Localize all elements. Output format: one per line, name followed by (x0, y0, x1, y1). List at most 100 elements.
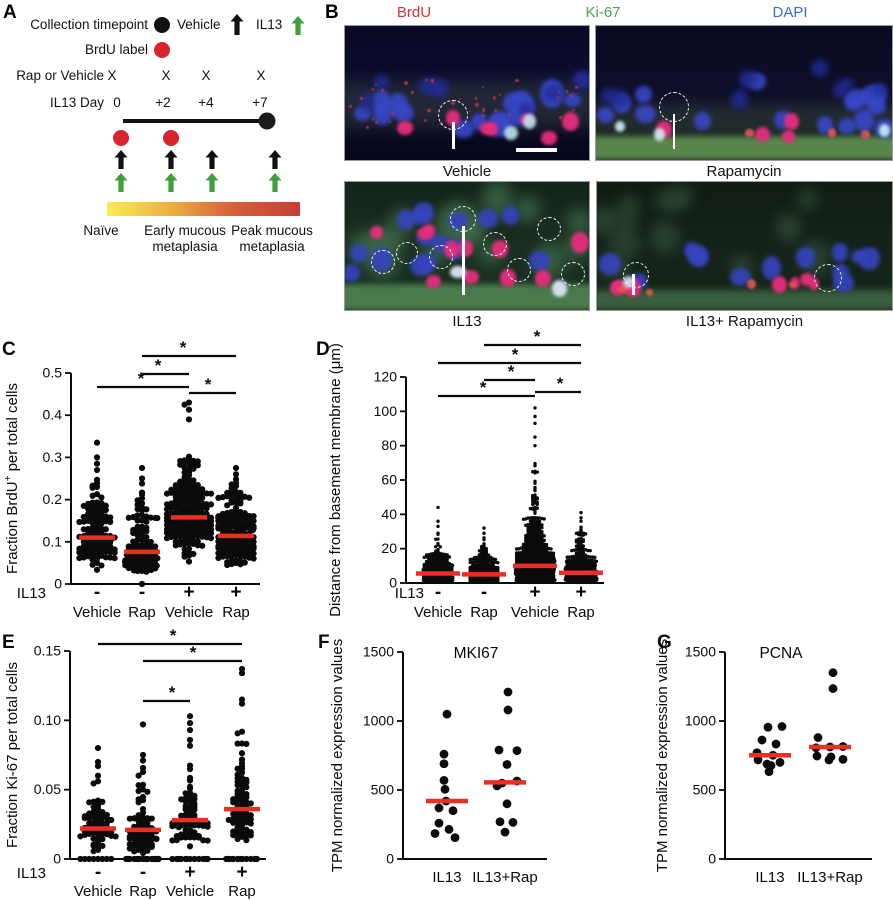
data-point (90, 819, 97, 826)
data-point (238, 670, 246, 677)
cell-nucleus (372, 88, 375, 91)
data-point (186, 783, 194, 790)
data-point (482, 544, 486, 548)
data-point (486, 560, 491, 564)
data-point (838, 754, 848, 764)
il13-sign: + (575, 582, 586, 603)
data-point (143, 564, 150, 571)
data-point (572, 554, 576, 559)
data-point (514, 571, 519, 576)
data-point (223, 855, 230, 863)
data-point (98, 500, 105, 507)
data-point (80, 526, 87, 533)
data-point (579, 510, 583, 515)
il13-sign: - (94, 582, 100, 603)
y-tick-label: 0.3 (43, 449, 63, 465)
data-point (94, 778, 102, 785)
data-point (90, 813, 97, 820)
data-point (431, 578, 435, 582)
scale-bar (515, 147, 558, 152)
significance-star: * (170, 626, 177, 645)
data-point (473, 579, 477, 583)
data-point (537, 535, 542, 539)
data-point (537, 578, 541, 582)
caption-il13-rapamycin: IL13+ Rapamycin (685, 313, 804, 330)
cell-nucleus (646, 288, 654, 297)
cell-nucleus (501, 205, 519, 225)
data-point (138, 511, 146, 519)
data-point (544, 560, 549, 565)
data-point (215, 494, 222, 501)
data-point (153, 835, 160, 842)
data-point (186, 742, 194, 749)
data-point (431, 566, 436, 571)
data-point (234, 730, 241, 737)
y-tick-label: 500 (693, 782, 717, 798)
data-point (434, 803, 444, 813)
data-point (237, 489, 244, 496)
y-tick-label: 20 (381, 540, 397, 556)
data-point (533, 421, 537, 426)
data-point (424, 565, 429, 569)
vehicle-dose-arrow-icon (114, 150, 128, 169)
data-point (139, 768, 147, 776)
data-point (542, 542, 546, 546)
y-axis-title: TPM normalized expression values (329, 639, 346, 872)
data-point (424, 579, 429, 583)
data-point (243, 810, 250, 817)
data-point (588, 561, 592, 565)
cell-nucleus (424, 119, 427, 122)
data-point (139, 797, 147, 804)
data-point (445, 557, 449, 562)
cell-nucleus (410, 255, 433, 277)
data-point (537, 559, 541, 563)
data-point (576, 563, 581, 567)
data-point (133, 855, 141, 863)
data-point (135, 834, 142, 841)
vehicle-dose-arrow-icon (268, 150, 282, 169)
data-point (186, 762, 194, 769)
data-point (130, 526, 137, 534)
timeline-graphic (113, 14, 305, 192)
data-point (86, 855, 93, 863)
data-point (183, 855, 190, 863)
y-tick-label: 0 (54, 576, 62, 592)
data-point (531, 531, 535, 535)
axes: 0 500 1000 1500 (685, 644, 872, 867)
data-point (134, 567, 141, 575)
category-label: IL13 (432, 869, 461, 886)
data-point (228, 511, 235, 519)
data-point (178, 822, 185, 829)
tissue-band (345, 284, 589, 310)
data-point (207, 501, 215, 508)
brdu-ki67-colabel-circle (536, 217, 561, 242)
data-point (143, 542, 150, 549)
data-point (238, 774, 246, 781)
significance-star: * (169, 683, 176, 702)
data-point (138, 475, 146, 482)
caption-il13: IL13 (452, 313, 482, 330)
cell-nucleus (480, 121, 494, 135)
collection-point (258, 112, 276, 130)
category-label: Rap (222, 604, 250, 621)
rap-dose-x-mark: X (107, 68, 117, 83)
data-point (593, 555, 597, 560)
data-point (757, 735, 767, 745)
data-point (230, 810, 237, 817)
data-point (76, 545, 83, 552)
data-point (194, 493, 201, 500)
data-point (549, 578, 553, 583)
data-point (529, 578, 534, 583)
cell-nucleus (838, 77, 854, 91)
data-point (577, 552, 581, 557)
cell-nucleus (478, 208, 498, 229)
data-point (438, 562, 442, 566)
cell-nucleus (844, 89, 868, 109)
data-point (144, 822, 151, 829)
cell-nucleus (390, 112, 394, 116)
data-point (484, 547, 488, 551)
cell-nucleus (653, 128, 666, 141)
data-point (178, 530, 186, 537)
data-point (163, 506, 171, 513)
brdu-ki67-colabel-circle (396, 242, 418, 265)
